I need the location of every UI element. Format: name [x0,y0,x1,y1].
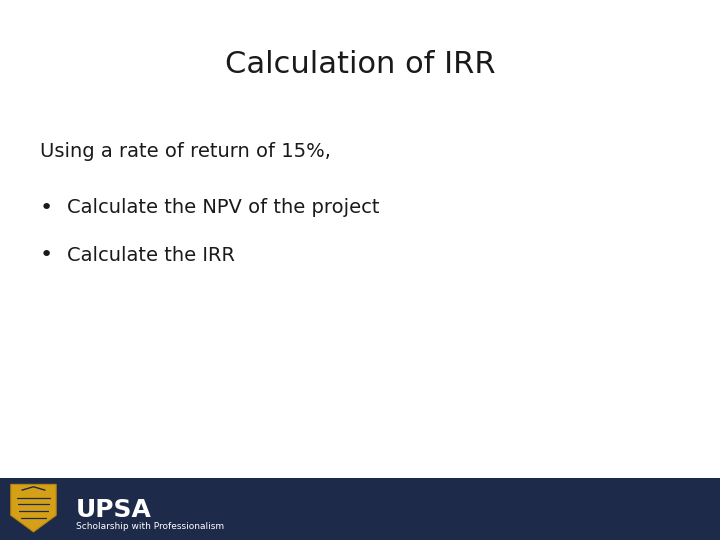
Text: Scholarship with Professionalism: Scholarship with Professionalism [76,522,224,531]
Text: UPSA: UPSA [76,498,151,522]
Text: Calculate the IRR: Calculate the IRR [67,246,235,265]
Text: Using a rate of return of 15%,: Using a rate of return of 15%, [40,141,330,161]
Polygon shape [11,484,56,532]
FancyBboxPatch shape [0,478,720,540]
Text: •: • [40,245,53,266]
Text: Calculation of IRR: Calculation of IRR [225,50,495,79]
Text: Calculate the NPV of the project: Calculate the NPV of the project [67,198,379,218]
Text: •: • [40,198,53,218]
